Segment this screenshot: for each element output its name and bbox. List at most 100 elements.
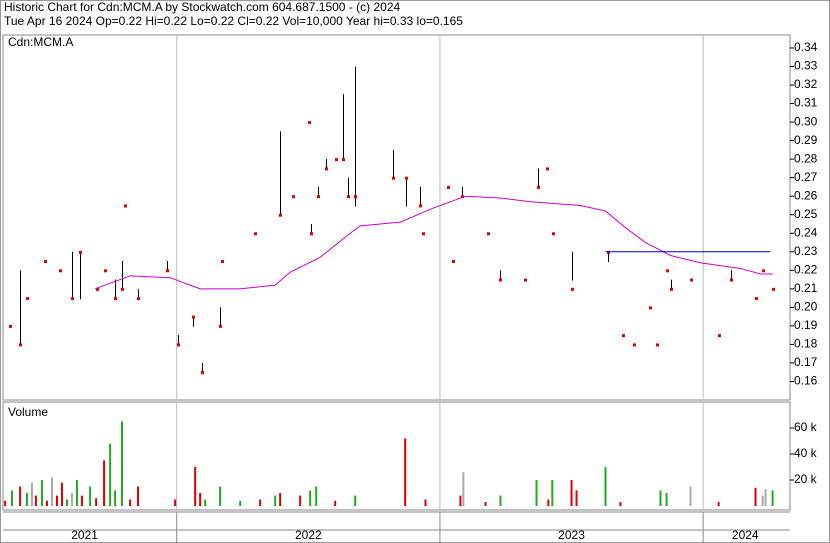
volume-bar xyxy=(689,486,692,506)
close-dot xyxy=(219,324,222,328)
volume-bar xyxy=(259,499,262,506)
close-dot xyxy=(447,185,450,189)
y-tick-label: 0.29 xyxy=(794,133,818,147)
close-dot xyxy=(461,195,464,199)
y-tick-label: 40 k xyxy=(794,446,818,460)
volume-bar xyxy=(19,486,22,506)
close-dot xyxy=(546,167,549,171)
y-tick-label: 0.30 xyxy=(794,114,818,128)
close-dot xyxy=(79,250,82,254)
close-dot xyxy=(192,315,195,319)
close-dot xyxy=(254,232,257,236)
volume-bar xyxy=(315,486,318,506)
volume-bar xyxy=(547,499,550,506)
volume-bar xyxy=(129,499,132,506)
close-dot xyxy=(44,260,47,264)
y-tick-label: 0.18 xyxy=(794,337,818,351)
close-dot xyxy=(9,324,12,328)
header-quote: Tue Apr 16 2024 Op=0.22 Hi=0.22 Lo=0.22 … xyxy=(4,14,463,28)
volume-bar xyxy=(114,490,117,506)
y-tick-label: 0.23 xyxy=(794,244,818,258)
volume-bar xyxy=(279,493,282,506)
volume-bar xyxy=(354,495,357,506)
close-dot xyxy=(755,297,758,301)
y-tick-label: 0.16 xyxy=(794,374,818,388)
volume-bar xyxy=(60,482,63,506)
close-dot xyxy=(201,371,204,375)
header-title: Historic Chart for Cdn:MCM.A by Stockwat… xyxy=(4,0,400,14)
volume-bar xyxy=(25,493,28,506)
volume-bar xyxy=(462,472,465,506)
close-dot xyxy=(552,232,555,236)
y-tick-label: 0.22 xyxy=(794,262,818,276)
close-dot xyxy=(71,297,74,301)
volume-bar xyxy=(174,499,177,506)
volume-bar xyxy=(70,493,73,506)
close-dot xyxy=(310,232,313,236)
volume-bar xyxy=(604,467,607,506)
y-tick-label: 0.34 xyxy=(794,40,818,54)
y-tick-label: 0.31 xyxy=(794,96,818,110)
y-tick-label: 0.27 xyxy=(794,170,818,184)
volume-bar xyxy=(761,495,764,506)
volume-bar xyxy=(274,495,277,506)
volume-bar xyxy=(665,493,668,506)
volume-panel xyxy=(2,401,791,511)
close-dot xyxy=(166,269,169,273)
average-line xyxy=(94,195,773,290)
close-dot xyxy=(499,278,502,282)
close-dot xyxy=(571,287,574,291)
volume-bar xyxy=(764,489,767,506)
volume-bar xyxy=(239,500,242,506)
y-tick-label: 0.17 xyxy=(794,355,818,369)
x-tick-label: 2021 xyxy=(71,528,98,542)
close-dot xyxy=(114,297,117,301)
close-dot xyxy=(656,343,659,347)
volume-bar xyxy=(95,498,98,506)
close-dot xyxy=(342,158,345,162)
y-tick-label: 0.25 xyxy=(794,207,818,221)
close-dot xyxy=(670,287,673,291)
volume-bar xyxy=(459,495,462,506)
close-dot xyxy=(96,287,99,291)
volume-bar xyxy=(717,502,720,506)
price-panel xyxy=(2,34,791,401)
close-dot xyxy=(121,287,124,291)
close-dot xyxy=(221,260,224,264)
close-dot xyxy=(279,213,282,217)
volume-bar xyxy=(535,480,538,506)
volume-bar xyxy=(551,480,554,506)
close-dot xyxy=(26,297,29,301)
close-dot xyxy=(19,343,22,347)
x-tick-label: 2023 xyxy=(558,528,585,542)
close-dot xyxy=(690,278,693,282)
y-tick-label: 0.21 xyxy=(794,281,818,295)
volume-bar xyxy=(89,486,92,506)
close-dot xyxy=(622,334,625,338)
volume-bar xyxy=(109,443,112,506)
volume-bar xyxy=(65,499,68,506)
volume-bar xyxy=(103,460,106,506)
volume-bar xyxy=(424,499,427,506)
close-dot xyxy=(405,176,408,180)
close-dot xyxy=(292,195,295,199)
y-tick-label: 0.26 xyxy=(794,188,818,202)
close-dot xyxy=(487,232,490,236)
close-dot xyxy=(392,176,395,180)
close-dot xyxy=(537,185,540,189)
volume-bar xyxy=(45,500,48,506)
volume-bar xyxy=(219,486,222,506)
close-dot xyxy=(335,158,338,162)
volume-bar xyxy=(484,502,487,506)
close-dot xyxy=(124,204,127,208)
volume-bar xyxy=(299,495,302,506)
close-dot xyxy=(308,121,311,125)
close-dot xyxy=(452,260,455,264)
close-dot xyxy=(317,195,320,199)
volume-bar xyxy=(575,490,578,506)
close-dot xyxy=(354,195,357,199)
close-dot xyxy=(730,278,733,282)
close-dot xyxy=(347,195,350,199)
volume-bar xyxy=(659,490,662,506)
